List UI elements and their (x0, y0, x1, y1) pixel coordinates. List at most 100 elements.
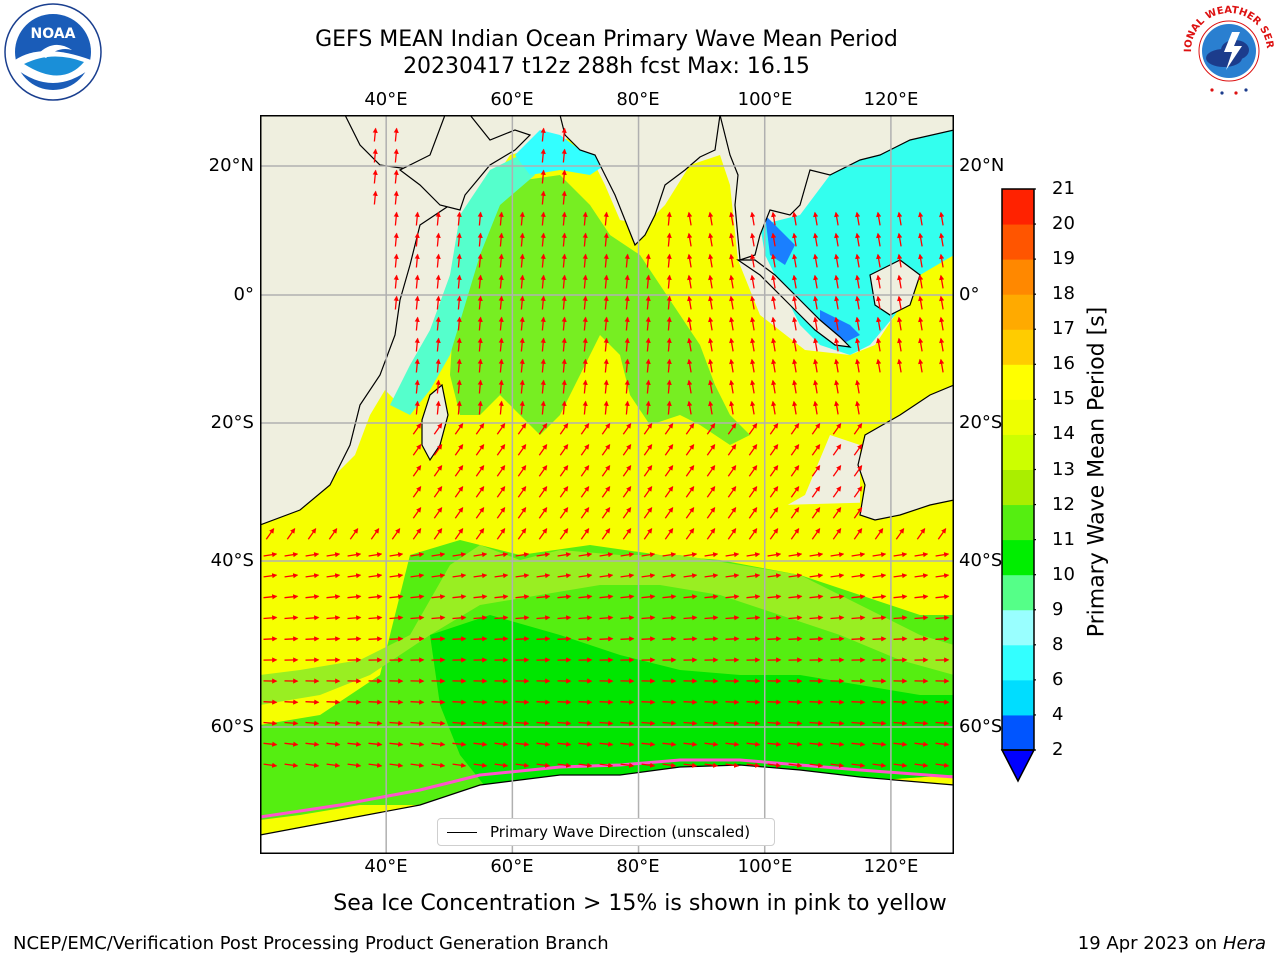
wave-direction-arrow (263, 594, 278, 600)
colorbar-segment (1002, 504, 1034, 541)
wave-direction-arrow (536, 741, 551, 747)
wave-period-map (260, 115, 954, 854)
wave-direction-arrow (519, 295, 525, 310)
wave-direction-arrow (454, 464, 464, 477)
wave-direction-arrow (475, 464, 485, 477)
wave-direction-arrow (561, 316, 567, 331)
wave-direction-arrow (389, 636, 404, 642)
wave-direction-arrow (412, 485, 422, 498)
wave-direction-arrow (515, 699, 530, 705)
wave-direction-arrow (389, 720, 404, 726)
lon-tick-top-120: 120°E (863, 89, 919, 110)
wave-direction-arrow (561, 190, 567, 205)
chart-subtitle: 20230417 t12z 288h fcst Max: 16.15 (403, 54, 810, 79)
wave-direction-arrow (706, 506, 716, 519)
land-southeast-asia (719, 115, 954, 261)
wave-direction-arrow (708, 232, 714, 247)
colorbar-segment (1002, 609, 1034, 646)
colorbar-tick-label: 2 (1052, 739, 1064, 760)
wave-direction-arrow (599, 762, 614, 768)
wave-direction-arrow (284, 573, 299, 579)
wave-direction-arrow (599, 573, 614, 579)
wave-direction-arrow (683, 762, 698, 768)
wave-direction-arrow (746, 615, 761, 621)
wave-direction-arrow (855, 253, 861, 268)
wave-direction-arrow (855, 358, 861, 373)
wave-direction-arrow (666, 253, 672, 268)
wave-direction-arrow (538, 506, 548, 519)
lon-tick-bottom-40: 40°E (364, 856, 408, 877)
wave-direction-arrow (750, 316, 756, 331)
wave-direction-arrow (414, 400, 420, 415)
wave-direction-arrow (939, 295, 945, 310)
wave-direction-arrow (389, 762, 404, 768)
wave-direction-arrow (557, 699, 572, 705)
wave-direction-arrow (706, 422, 716, 435)
wave-direction-arrow (832, 485, 842, 498)
wave-direction-arrow (557, 615, 572, 621)
wave-direction-arrow (746, 636, 761, 642)
wave-direction-arrow (767, 552, 782, 558)
wave-direction-arrow (725, 615, 740, 621)
wave-direction-arrow (305, 762, 320, 768)
wave-direction-arrow (725, 573, 740, 579)
wave-direction-arrow (830, 573, 845, 579)
wave-direction-arrow (748, 464, 758, 477)
wave-direction-arrow (393, 274, 399, 289)
wave-direction-arrow (410, 720, 425, 726)
wave-direction-arrow (853, 464, 863, 477)
wave-direction-arrow (876, 232, 882, 247)
wave-direction-arrow (624, 358, 630, 373)
ocean-field-lightgreen (260, 545, 954, 705)
wave-direction-arrow (515, 762, 530, 768)
wave-direction-arrow (792, 316, 798, 331)
wave-direction-arrow (687, 316, 693, 331)
land-australia (857, 384, 954, 521)
lat-tick-right-0: 0° (959, 284, 980, 305)
wave-direction-arrow (389, 594, 404, 600)
wave-direction-arrow (372, 169, 378, 184)
wave-direction-arrow (603, 400, 609, 415)
map-legend: Primary Wave Direction (unscaled) (437, 818, 775, 846)
wave-direction-arrow (265, 527, 275, 540)
wave-direction-arrow (666, 232, 672, 247)
wave-direction-arrow (708, 274, 714, 289)
colorbar-segment (1002, 329, 1034, 365)
wave-direction-arrow (641, 552, 656, 558)
wave-direction-arrow (559, 464, 569, 477)
wave-direction-arrow (809, 741, 824, 747)
wave-direction-arrow (918, 316, 924, 331)
wave-direction-arrow (414, 274, 420, 289)
wave-direction-arrow (645, 337, 651, 352)
lon-tick-top-100: 100°E (737, 89, 793, 110)
wave-direction-arrow (855, 274, 861, 289)
wave-direction-arrow (851, 720, 866, 726)
wave-direction-arrow (414, 379, 420, 394)
wave-direction-arrow (813, 316, 819, 331)
wave-direction-arrow (788, 762, 803, 768)
wave-direction-arrow (578, 762, 593, 768)
wave-direction-arrow (305, 552, 320, 558)
wave-direction-arrow (603, 274, 609, 289)
wave-direction-arrow (664, 464, 674, 477)
wave-direction-arrow (601, 422, 611, 435)
wave-direction-arrow (561, 148, 567, 163)
wave-direction-arrow (834, 400, 840, 415)
wave-direction-arrow (473, 552, 488, 558)
land-antarctica (260, 764, 954, 854)
wave-direction-arrow (853, 443, 863, 456)
wave-direction-arrow (645, 400, 651, 415)
wave-direction-arrow (538, 485, 548, 498)
wave-direction-arrow (809, 615, 824, 621)
wave-direction-arrow (622, 527, 632, 540)
wave-direction-arrow (935, 615, 950, 621)
wave-direction-arrow (603, 358, 609, 373)
wave-direction-arrow (811, 527, 821, 540)
wave-direction-arrow (561, 358, 567, 373)
wave-direction-arrow (641, 741, 656, 747)
legend-label: Primary Wave Direction (unscaled) (490, 823, 751, 841)
wave-direction-arrow (790, 443, 800, 456)
wave-direction-arrow (263, 741, 278, 747)
wave-direction-arrow (557, 573, 572, 579)
